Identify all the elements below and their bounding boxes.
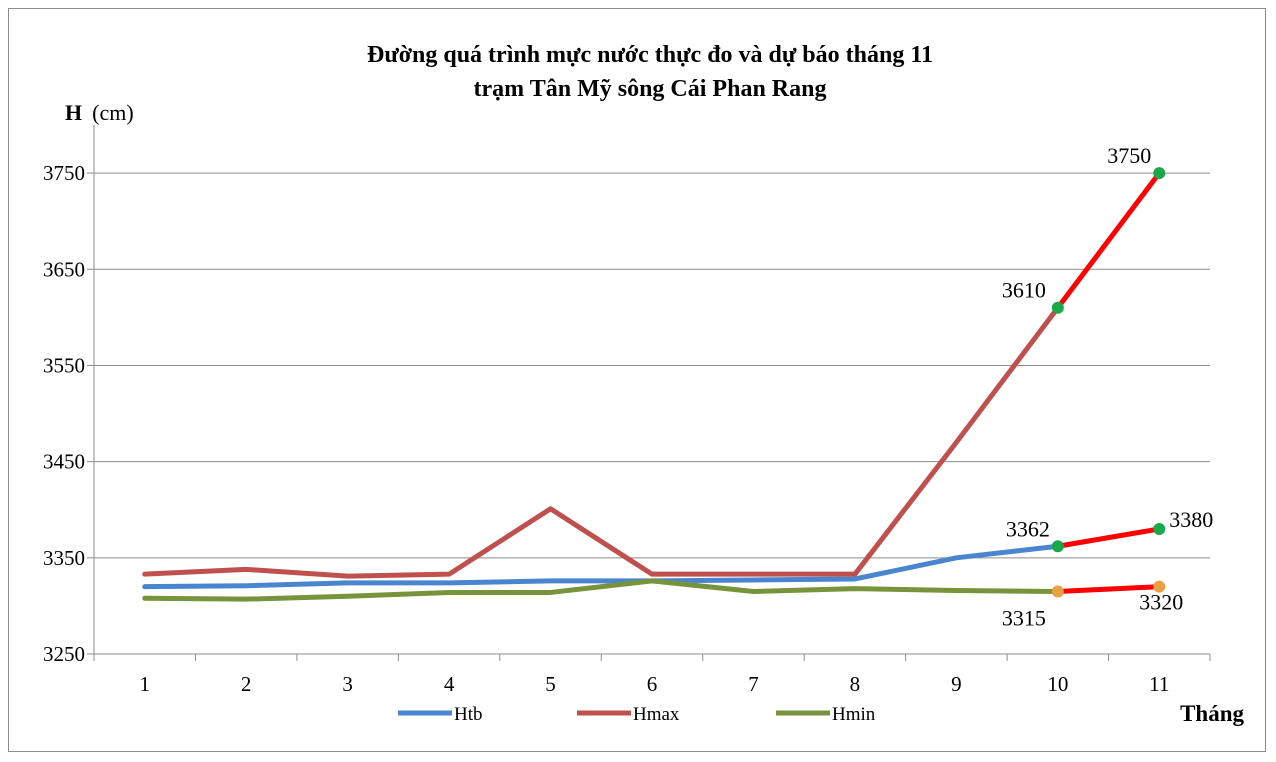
y-axis-label-symbol: H	[65, 100, 82, 125]
y-tick-label: 3250	[43, 642, 85, 666]
data-point-marker	[1051, 585, 1064, 598]
forecast-segment	[1055, 170, 1162, 311]
data-point-marker	[1051, 540, 1064, 553]
x-tick-label: 2	[241, 672, 252, 696]
forecast-lines	[1055, 170, 1162, 594]
y-axis-label-unit: (cm)	[92, 100, 134, 125]
data-label: 3380	[1169, 507, 1213, 532]
legend-label-hmax: Hmax	[633, 704, 680, 725]
chart-title-line2: trạm Tân Mỹ sông Cái Phan Rang	[474, 76, 827, 102]
x-tick-label: 8	[850, 672, 861, 696]
series-line-htb	[142, 543, 1061, 590]
y-tick-label: 3350	[43, 546, 85, 570]
legend: Htb Hmax Hmin	[398, 704, 876, 725]
data-label: 3750	[1107, 143, 1151, 168]
x-tick-label: 4	[444, 672, 455, 696]
series-line-hmin	[142, 578, 1061, 602]
y-axis-label: H (cm)	[65, 100, 134, 125]
x-tick-label: 1	[139, 672, 150, 696]
data-point-marker	[1153, 522, 1166, 535]
data-label: 3362	[1006, 516, 1050, 541]
forecast-segment	[1055, 584, 1162, 594]
x-tick-label: 3	[342, 672, 353, 696]
x-tick-label: 6	[647, 672, 658, 696]
x-tick-label: 11	[1149, 672, 1169, 696]
chart-title-line1: Đường quá trình mực nước thực đo và dự b…	[367, 42, 933, 68]
series-line-hmax	[142, 305, 1061, 579]
y-tick-label: 3750	[43, 161, 85, 185]
x-tick-label: 5	[545, 672, 556, 696]
series-lines	[142, 305, 1061, 602]
data-label: 3315	[1002, 605, 1046, 630]
legend-label-htb: Htb	[454, 704, 483, 725]
legend-label-hmin: Hmin	[832, 704, 876, 725]
annotation-markers: 3750 3610 3362 3380 3315 3320	[1002, 143, 1213, 630]
gridlines	[94, 172, 1210, 559]
axes: 3250 3350 3450 3550 3650 3750 1 2 3 4 5 6 7 8 9 10 11	[43, 125, 1211, 696]
y-tick-label: 3550	[43, 353, 85, 377]
data-point-marker	[1051, 301, 1064, 314]
y-tick-label: 3650	[43, 257, 85, 281]
forecast-segment	[1055, 526, 1162, 549]
data-label: 3320	[1139, 590, 1183, 615]
y-tick-label: 3450	[43, 450, 85, 474]
x-tick-label: 9	[951, 672, 962, 696]
x-axis-label: Tháng	[1180, 701, 1244, 726]
chart-frame	[8, 8, 1266, 752]
data-label: 3610	[1002, 278, 1046, 303]
data-point-marker	[1153, 580, 1166, 593]
data-point-marker	[1153, 167, 1166, 180]
x-tick-label: 10	[1047, 672, 1068, 696]
x-tick-label: 7	[748, 672, 759, 696]
